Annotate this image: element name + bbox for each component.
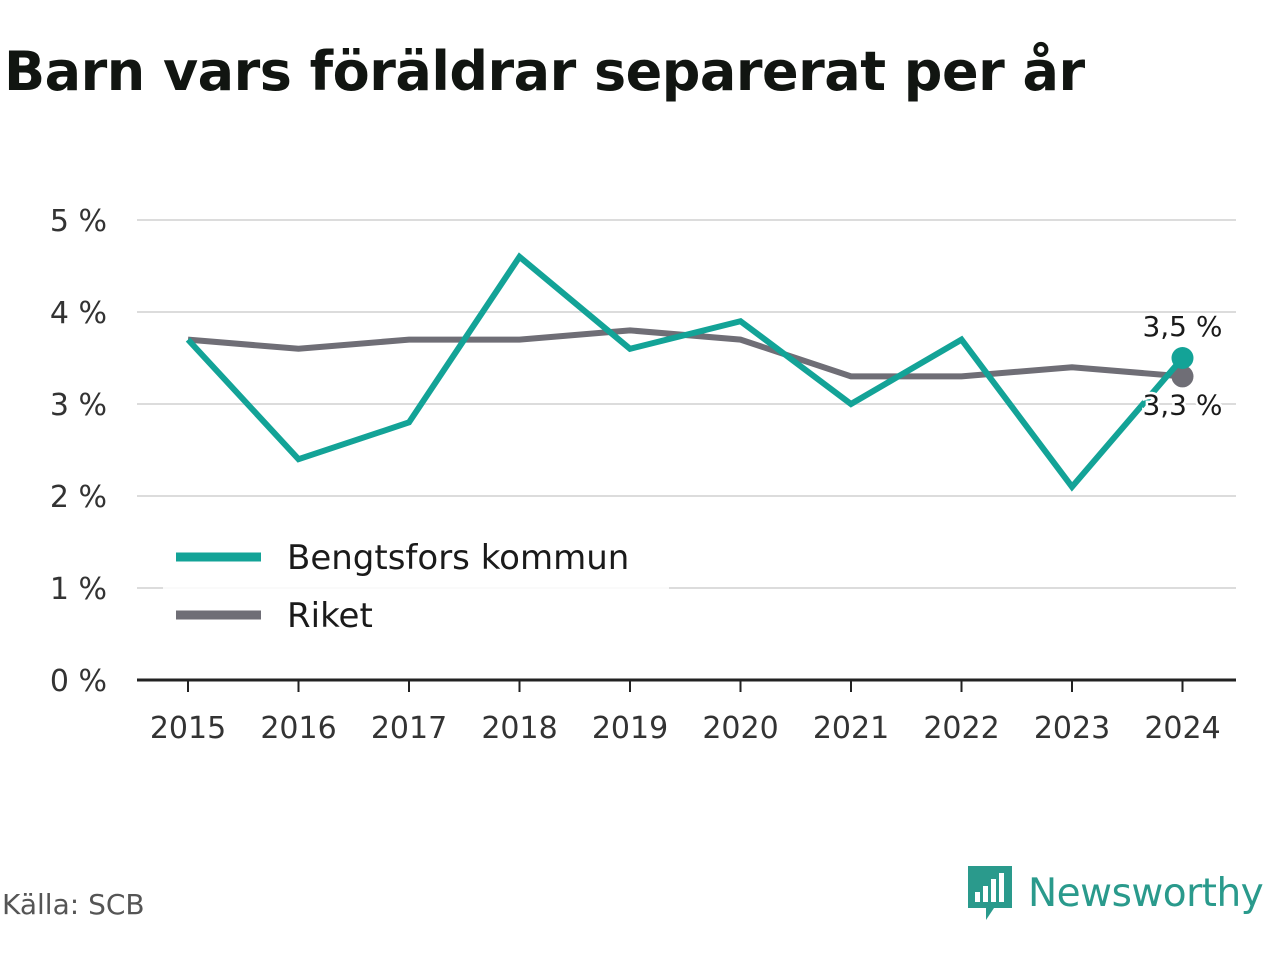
source-note: Källa: SCB <box>2 888 145 921</box>
y-tick-label: 2 % <box>50 480 107 515</box>
y-tick-label: 5 % <box>50 204 107 239</box>
x-tick-label: 2022 <box>923 711 999 746</box>
y-tick-label: 1 % <box>50 572 107 607</box>
series-end-point <box>1171 347 1194 369</box>
y-axis-ticks: 0 % 1 % 2 % 3 % 4 % 5 % <box>50 204 107 699</box>
x-tick-label: 2015 <box>150 711 226 746</box>
x-tick-label: 2016 <box>260 711 336 746</box>
end-labels: 3,5 % 3,3 % <box>1140 310 1225 424</box>
end-label-bengtsfors: 3,5 % <box>1142 310 1222 343</box>
x-tick-label: 2018 <box>481 711 557 746</box>
y-tick-label: 4 % <box>50 296 107 331</box>
legend-label: Bengtsfors kommun <box>287 538 629 578</box>
x-axis-ticks: 2015 2016 2017 2018 2019 2020 2021 2022 2023 2024 <box>150 680 1221 746</box>
legend-label: Riket <box>287 596 373 636</box>
x-tick-label: 2023 <box>1034 711 1110 746</box>
end-label-riket: 3,3 % <box>1142 388 1222 421</box>
brand-name: Newsworthy <box>1028 870 1264 916</box>
chart-title: Barn vars föräldrar separerat per år <box>4 40 1085 103</box>
x-tick-label: 2019 <box>592 711 668 746</box>
y-tick-label: 0 % <box>50 664 107 699</box>
legend-background <box>163 532 669 648</box>
x-tick-label: 2020 <box>702 711 778 746</box>
x-tick-label: 2021 <box>813 711 889 746</box>
x-tick-label: 2024 <box>1144 711 1220 746</box>
series-end-point <box>1171 365 1194 388</box>
brand-logo: Newsworthy <box>964 862 1264 924</box>
y-tick-label: 3 % <box>50 388 107 423</box>
series <box>185 252 1194 492</box>
series-line-bengtsfors <box>185 252 1185 492</box>
legend: Bengtsfors kommun Riket <box>163 532 669 648</box>
x-tick-label: 2017 <box>371 711 447 746</box>
newsworthy-logo-icon <box>968 866 1012 920</box>
